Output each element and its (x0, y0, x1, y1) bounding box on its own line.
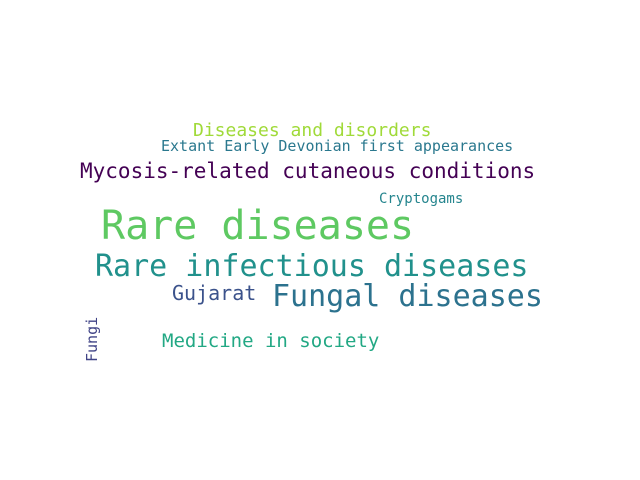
word-fungi: Fungi (83, 316, 101, 362)
word-diseases-and-disorders: Diseases and disorders (193, 120, 432, 141)
word-cryptogams: Cryptogams (379, 191, 464, 207)
word-mycosis-related: Mycosis-related cutaneous conditions (80, 159, 536, 183)
word-fungal-diseases: Fungal diseases (272, 279, 543, 314)
word-extant-early-devonian: Extant Early Devonian first appearances (161, 137, 514, 155)
word-gujarat: Gujarat (172, 281, 257, 305)
word-rare-infectious-diseases: Rare infectious diseases (95, 249, 529, 284)
word-medicine-in-society: Medicine in society (162, 330, 380, 352)
word-rare-diseases: Rare diseases (101, 203, 415, 249)
